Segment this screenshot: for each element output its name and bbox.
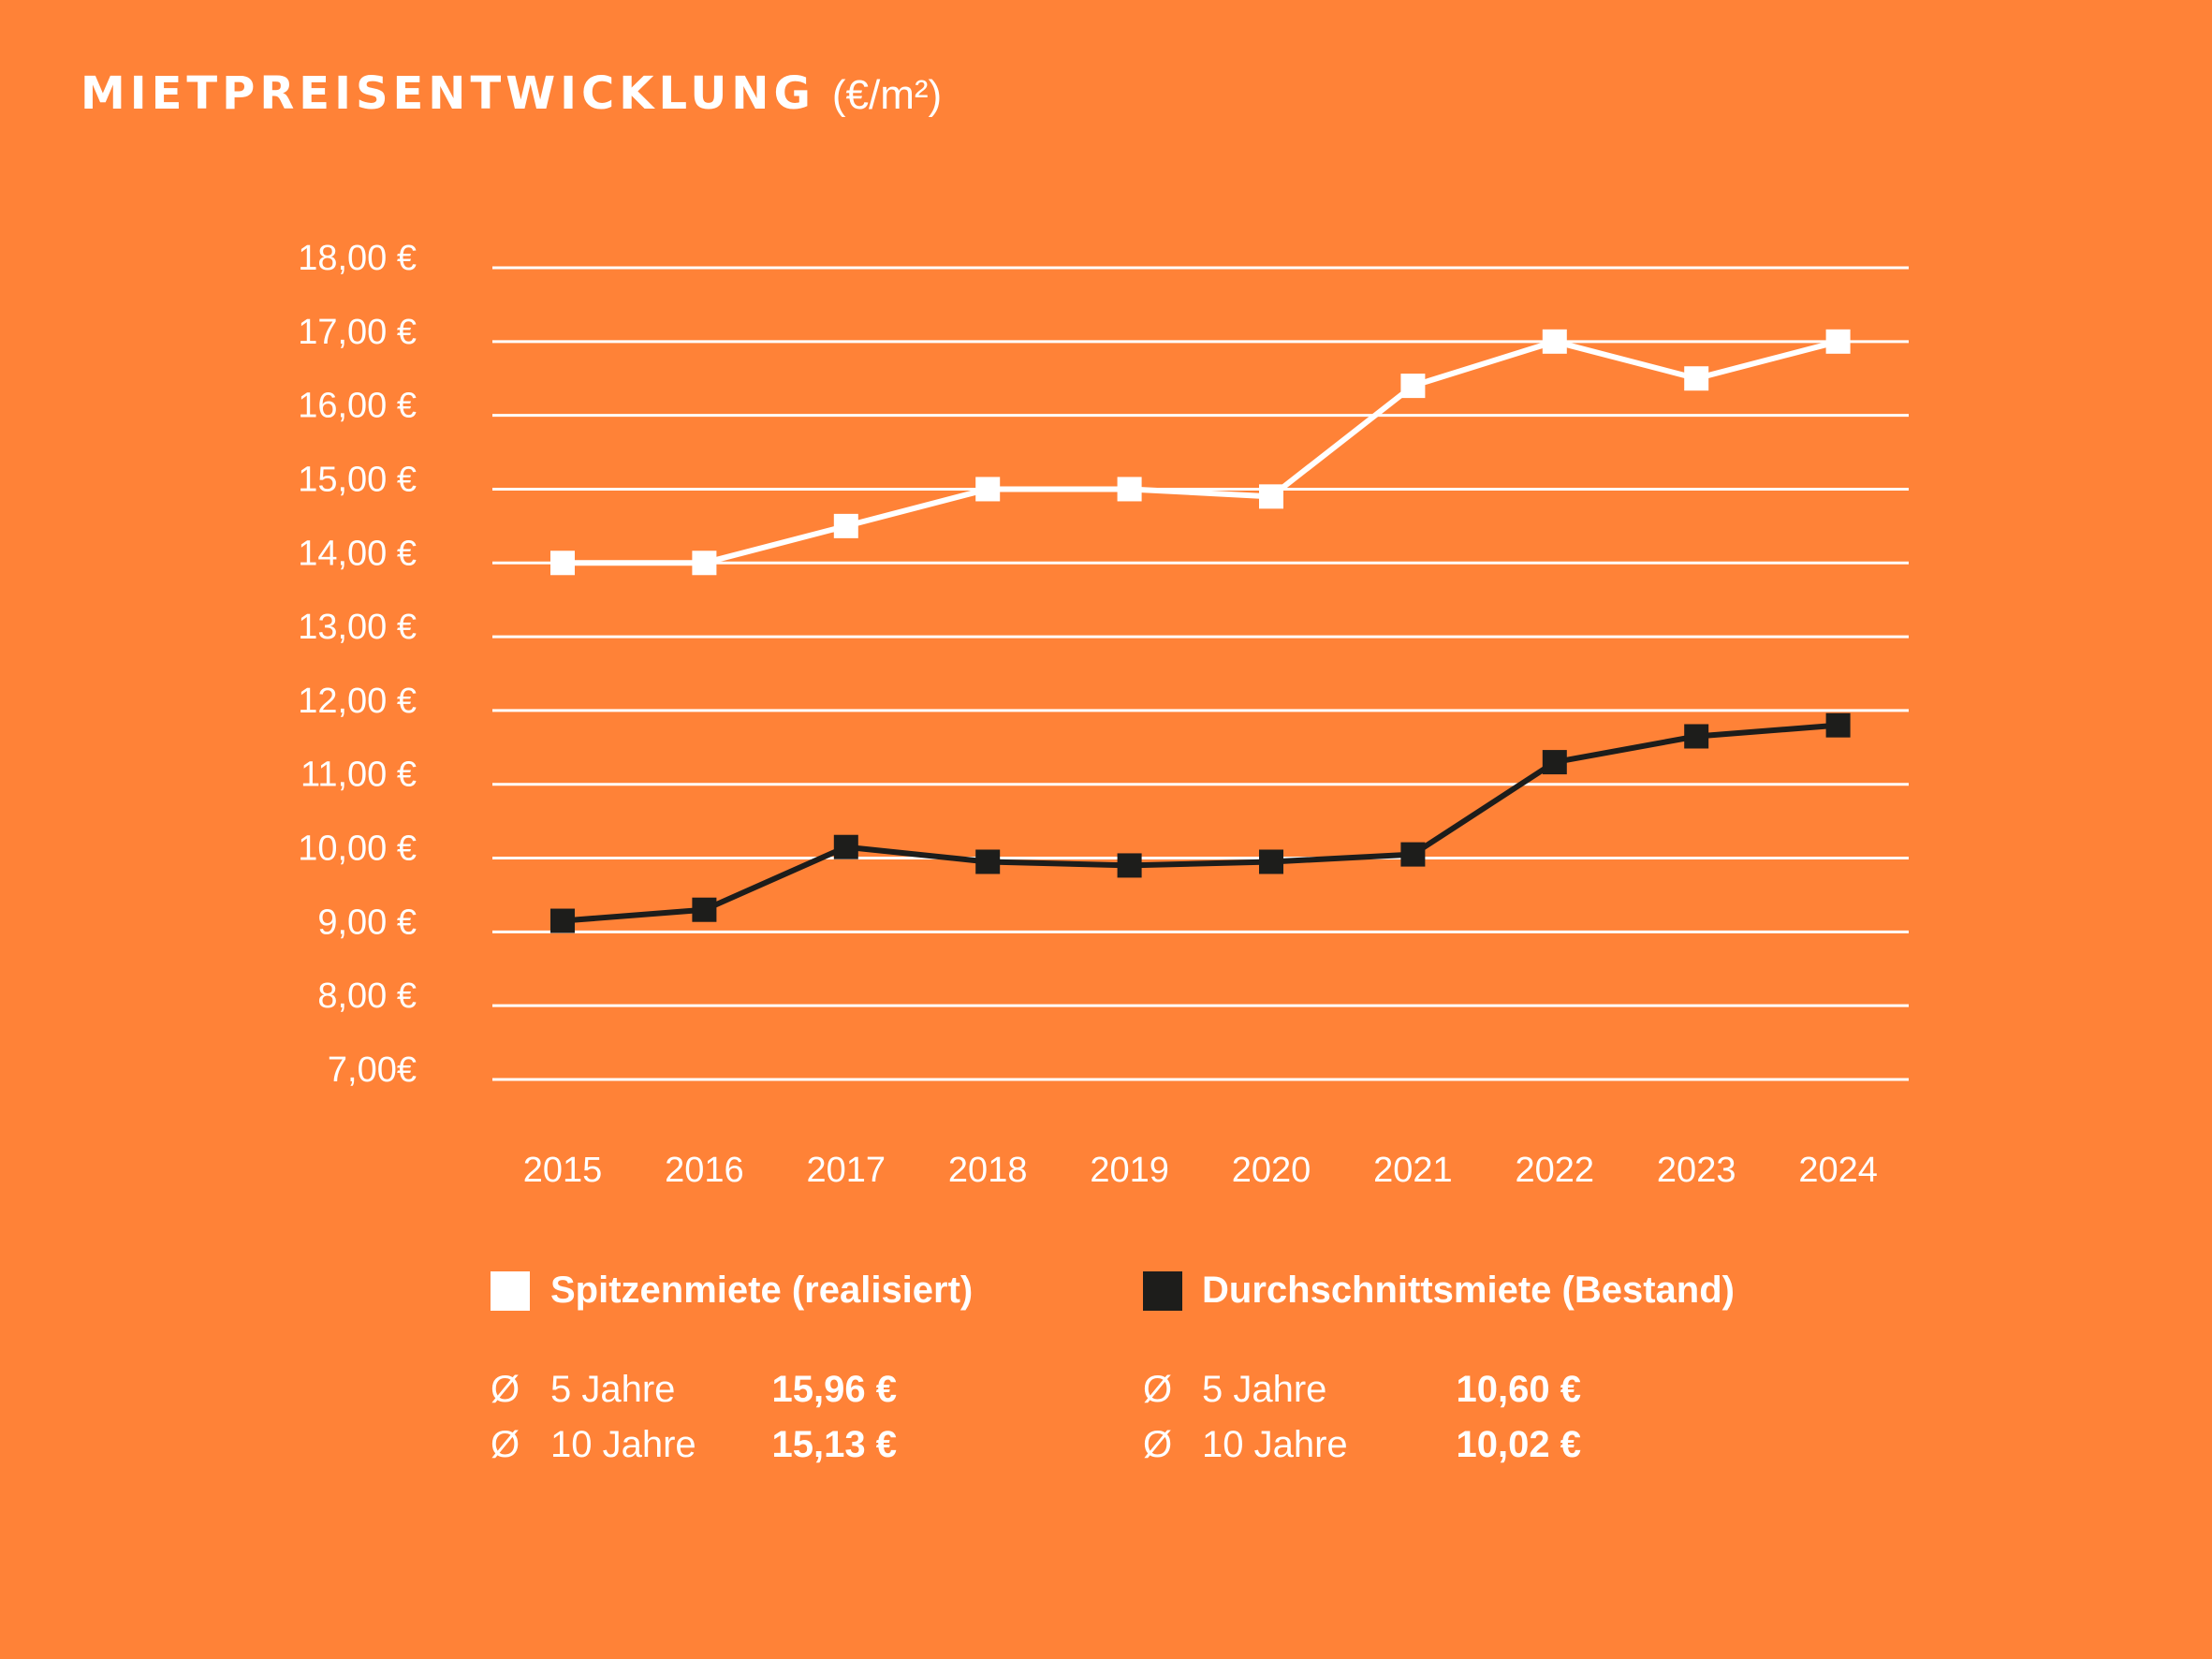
data-point-durchschnittsmiete [1117, 853, 1142, 878]
series-line-durchschnittsmiete [562, 722, 1838, 924]
data-point-durchschnittsmiete [1400, 842, 1426, 867]
data-point-durchschnittsmiete [1259, 849, 1283, 874]
data-point-spitzenmiete [550, 551, 575, 576]
legend-label-spitzenmiete: Spitzenmiete (realisiert) [550, 1270, 974, 1311]
title-main: MIETPREISENTWICKLUNG [81, 67, 815, 120]
data-point-spitzenmiete [1542, 329, 1567, 354]
data-point-durchschnittsmiete [1542, 750, 1567, 775]
data-point-spitzenmiete [1684, 366, 1709, 391]
data-point-durchschnittsmiete [975, 849, 1001, 874]
stat-value: 10,60 € [1456, 1369, 1581, 1410]
legend-swatch-durchschnittsmiete [1143, 1271, 1182, 1311]
stat-symbol: Ø [491, 1424, 520, 1465]
data-point-durchschnittsmiete [550, 908, 575, 933]
y-tick-label: 9,00 € [317, 903, 417, 942]
title-unit: (€/m²) [831, 72, 943, 118]
y-tick-label: 16,00 € [298, 387, 417, 426]
data-point-spitzenmiete [1117, 477, 1142, 502]
series-line-spitzenmiete [563, 338, 1839, 566]
y-tick-label: 12,00 € [298, 682, 417, 721]
x-tick-label: 2020 [1232, 1151, 1311, 1190]
data-point-durchschnittsmiete [1684, 724, 1709, 749]
stat-label: 5 Jahre [550, 1369, 676, 1410]
x-tick-label: 2017 [807, 1151, 886, 1190]
x-tick-label: 2016 [665, 1151, 744, 1190]
y-tick-label: 13,00 € [298, 608, 417, 647]
x-tick-label: 2024 [1798, 1151, 1878, 1190]
data-point-spitzenmiete [975, 477, 1001, 502]
x-tick-label: 2015 [523, 1151, 603, 1190]
data-point-durchschnittsmiete [692, 897, 717, 922]
stat-symbol: Ø [1143, 1424, 1173, 1465]
y-tick-label: 10,00 € [298, 830, 417, 869]
x-tick-label: 2019 [1090, 1151, 1169, 1190]
stat-value: 10,02 € [1456, 1424, 1581, 1465]
chart-title: MIETPREISENTWICKLUNG (€/m²) [81, 67, 942, 120]
x-tick-label: 2018 [948, 1151, 1028, 1190]
y-tick-label: 11,00 € [300, 756, 417, 795]
legend-swatch-spitzenmiete [491, 1271, 530, 1311]
data-point-spitzenmiete [1400, 374, 1426, 399]
stat-value: 15,96 € [771, 1369, 897, 1410]
y-tick-label: 7,00€ [328, 1050, 417, 1090]
data-point-spitzenmiete [692, 551, 717, 576]
x-tick-label: 2023 [1657, 1151, 1736, 1190]
legend-label-durchschnittsmiete: Durchschnittsmiete (Bestand) [1202, 1270, 1735, 1311]
data-point-spitzenmiete [833, 513, 858, 538]
y-tick-label: 18,00 € [298, 239, 417, 278]
stat-value: 15,13 € [771, 1424, 897, 1465]
stat-label: 10 Jahre [550, 1424, 696, 1465]
x-tick-label: 2021 [1373, 1151, 1453, 1190]
y-tick-label: 14,00 € [298, 534, 417, 573]
data-point-durchschnittsmiete [1825, 712, 1851, 738]
stat-symbol: Ø [491, 1369, 520, 1410]
stat-label: 5 Jahre [1202, 1369, 1327, 1410]
data-point-spitzenmiete [1259, 484, 1283, 509]
stat-symbol: Ø [1143, 1369, 1173, 1410]
y-tick-label: 15,00 € [298, 460, 417, 499]
data-point-durchschnittsmiete [833, 834, 858, 859]
stat-label: 10 Jahre [1202, 1424, 1348, 1465]
data-point-spitzenmiete [1825, 329, 1851, 354]
y-tick-label: 8,00 € [317, 976, 417, 1016]
x-tick-label: 2022 [1516, 1151, 1595, 1190]
y-tick-label: 17,00 € [298, 313, 417, 352]
